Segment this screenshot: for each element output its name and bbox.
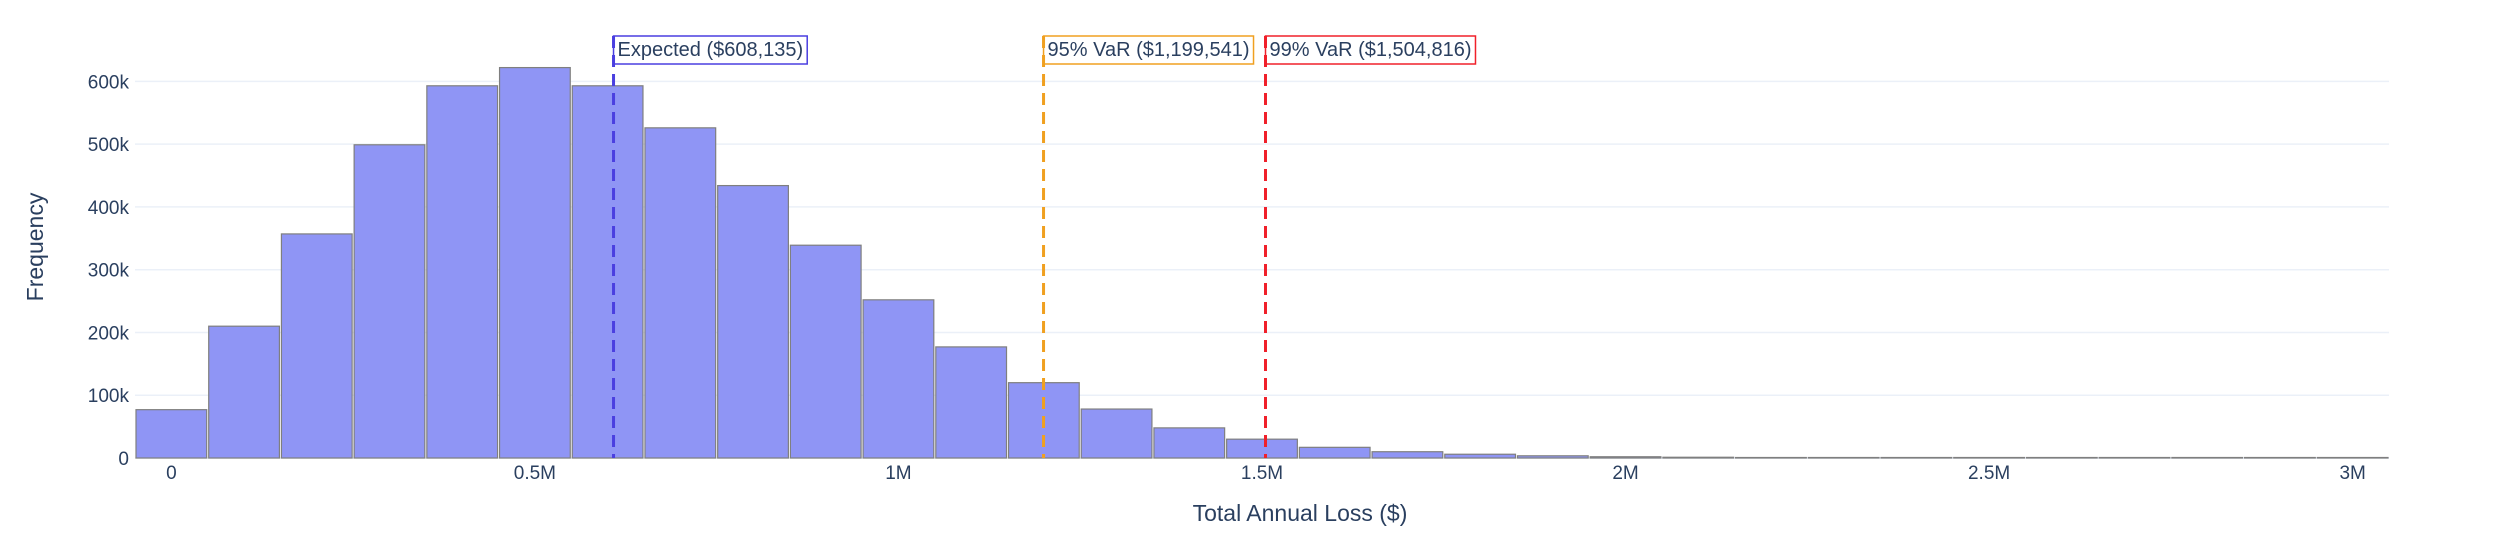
- histogram-bar: [935, 346, 1008, 459]
- var95-label: 95% VaR ($1,199,541): [1048, 39, 1250, 61]
- expected-label: Expected ($608,135): [618, 39, 804, 61]
- histogram-bar: [1516, 455, 1589, 459]
- tick-layer: 0 100k 200k 300k 400k 500k 600k 0 0.5M 1M 1.5M 2M 2.…: [88, 72, 2366, 484]
- var95-annotation: 95% VaR ($1,199,541): [1042, 35, 1255, 65]
- histogram-bar: [1080, 408, 1153, 459]
- y-tick-label: 100k: [88, 386, 130, 407]
- histogram-bar: [208, 325, 281, 459]
- y-tick-label: 0: [118, 449, 129, 470]
- histogram-bar: [135, 409, 208, 459]
- y-axis-title: Frequency: [22, 192, 48, 301]
- y-tick-label: 400k: [88, 198, 130, 219]
- var99-annotation: 99% VaR ($1,504,816): [1264, 35, 1477, 65]
- x-tick-label: 1.5M: [1241, 463, 1283, 484]
- x-tick-label: 2M: [1612, 463, 1638, 484]
- histogram-bar: [717, 184, 789, 459]
- var99-label-box: [1264, 35, 1477, 65]
- var99-label: 99% VaR ($1,504,816): [1270, 39, 1472, 61]
- histogram-bar: [1735, 456, 1807, 459]
- histogram-bar: [789, 244, 862, 459]
- y-tick-label: 600k: [88, 72, 130, 93]
- x-tick-label: 3M: [2339, 463, 2365, 484]
- histogram-bar: [1226, 438, 1298, 459]
- histogram-bar: [498, 66, 571, 459]
- histogram-bar: [353, 144, 426, 459]
- histogram-bar: [644, 127, 717, 459]
- y-tick-label: 300k: [88, 261, 130, 282]
- histogram-bar: [1953, 456, 2026, 459]
- expected-annotation: Expected ($608,135): [612, 35, 808, 65]
- histogram-bar: [1880, 456, 1953, 459]
- histogram-bar: [2243, 456, 2316, 459]
- histogram-bar: [1807, 456, 1880, 459]
- histogram-bar: [862, 299, 935, 459]
- x-axis-title: Total Annual Loss ($): [1193, 500, 1408, 526]
- histogram-bar: [1444, 453, 1517, 459]
- x-tick-label: 0.5M: [514, 463, 556, 484]
- y-tick-label: 500k: [88, 135, 130, 156]
- histogram-bar: [571, 85, 644, 459]
- histogram-bar: [280, 233, 353, 459]
- histogram-bar: [1662, 456, 1735, 459]
- histogram-bar: [1298, 446, 1371, 459]
- histogram-bar: [426, 85, 499, 459]
- histogram-bar: [2316, 456, 2389, 459]
- x-tick-label: 1M: [885, 463, 911, 484]
- bar-layer: [135, 66, 2389, 459]
- histogram-bar: [2025, 456, 2098, 459]
- histogram-bar: [2171, 456, 2244, 459]
- histogram-bar: [2098, 456, 2171, 459]
- histogram-bar: [1153, 427, 1226, 459]
- x-tick-label: 2.5M: [1968, 463, 2010, 484]
- x-tick-label: 0: [166, 463, 177, 484]
- y-tick-label: 200k: [88, 323, 130, 344]
- histogram-bar: [1589, 456, 1662, 459]
- histogram-bar: [1371, 451, 1444, 459]
- expected-label-box: [612, 35, 808, 65]
- var95-label-box: [1042, 35, 1255, 65]
- vline-layer: Expected ($608,135) 95% VaR ($1,199,541) 9…: [612, 35, 1477, 458]
